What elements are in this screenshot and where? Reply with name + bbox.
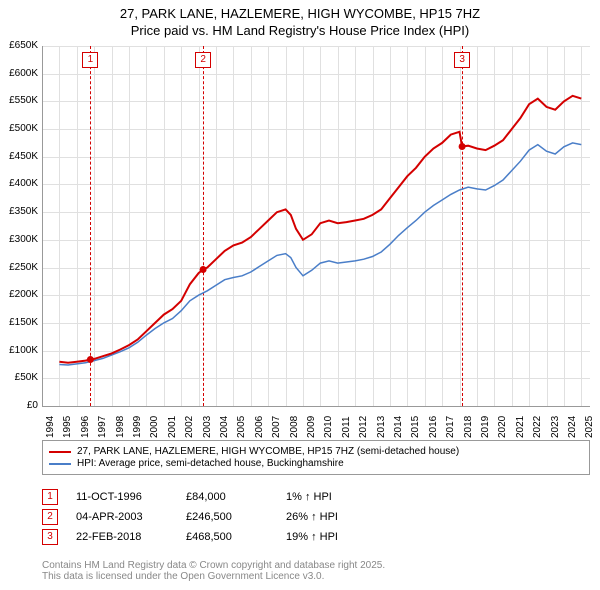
transaction-row: 1 11-OCT-1996£84,0001% ↑ HPI xyxy=(42,489,406,505)
legend-label: 27, PARK LANE, HAZLEMERE, HIGH WYCOMBE, … xyxy=(77,446,459,457)
transaction-dot xyxy=(200,266,207,273)
transaction-date: 11-OCT-1996 xyxy=(76,491,186,503)
legend-label: HPI: Average price, semi-detached house,… xyxy=(77,458,344,469)
transaction-date: 22-FEB-2018 xyxy=(76,531,186,543)
transaction-dot xyxy=(459,143,466,150)
transaction-row-marker: 1 xyxy=(42,489,58,505)
transaction-row-marker: 3 xyxy=(42,529,58,545)
footer-line-1: Contains HM Land Registry data © Crown c… xyxy=(42,560,385,571)
legend: 27, PARK LANE, HAZLEMERE, HIGH WYCOMBE, … xyxy=(42,440,590,475)
series-property xyxy=(59,96,581,363)
footer-line-2: This data is licensed under the Open Gov… xyxy=(42,571,385,582)
legend-item: HPI: Average price, semi-detached house,… xyxy=(49,458,583,469)
legend-swatch xyxy=(49,451,71,453)
transactions-table: 1 11-OCT-1996£84,0001% ↑ HPI 2 04-APR-2003£… xyxy=(42,485,406,549)
transaction-pct: 1% ↑ HPI xyxy=(286,491,406,503)
legend-item: 27, PARK LANE, HAZLEMERE, HIGH WYCOMBE, … xyxy=(49,446,583,457)
transaction-price: £468,500 xyxy=(186,531,286,543)
transaction-price: £246,500 xyxy=(186,511,286,523)
transaction-dot xyxy=(87,356,94,363)
transaction-pct: 19% ↑ HPI xyxy=(286,531,406,543)
transaction-row: 3 22-FEB-2018£468,50019% ↑ HPI xyxy=(42,529,406,545)
transaction-row-marker: 2 xyxy=(42,509,58,525)
transaction-date: 04-APR-2003 xyxy=(76,511,186,523)
transaction-price: £84,000 xyxy=(186,491,286,503)
footer-attribution: Contains HM Land Registry data © Crown c… xyxy=(42,560,385,582)
transaction-row: 2 04-APR-2003£246,50026% ↑ HPI xyxy=(42,509,406,525)
transaction-pct: 26% ↑ HPI xyxy=(286,511,406,523)
legend-swatch xyxy=(49,463,71,465)
series-hpi xyxy=(59,143,581,365)
chart-container: 27, PARK LANE, HAZLEMERE, HIGH WYCOMBE, … xyxy=(0,0,600,590)
